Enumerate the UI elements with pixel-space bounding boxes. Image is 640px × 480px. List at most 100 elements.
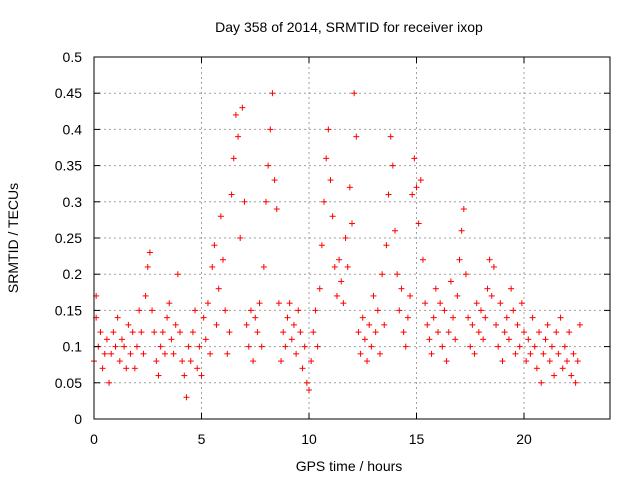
data-point [260, 263, 267, 270]
data-point [237, 235, 244, 241]
data-point [372, 329, 379, 336]
data-point [161, 350, 168, 357]
data-point [510, 307, 517, 314]
data-point [561, 343, 568, 350]
data-point [273, 206, 280, 213]
data-point [267, 126, 274, 133]
data-point [336, 256, 343, 263]
y-tick-label: 0.1 [63, 339, 83, 355]
data-point [179, 358, 186, 365]
data-point [409, 191, 416, 198]
data-point [250, 358, 257, 365]
data-point [381, 321, 388, 328]
data-points [91, 90, 583, 401]
data-point [486, 256, 493, 263]
data-point [288, 336, 295, 343]
data-point [108, 350, 115, 357]
data-point [207, 350, 214, 357]
data-point [503, 314, 510, 321]
data-point [144, 263, 151, 270]
data-point [564, 358, 570, 365]
data-point [204, 300, 211, 307]
data-point [368, 343, 375, 350]
data-point [284, 314, 291, 321]
data-point [376, 350, 383, 357]
data-point [329, 213, 336, 220]
data-point [415, 220, 422, 227]
data-point [430, 314, 437, 321]
data-point [529, 314, 536, 321]
data-point [299, 365, 306, 372]
data-point [508, 285, 515, 292]
data-point [424, 321, 431, 328]
data-point [413, 184, 420, 191]
data-point [488, 292, 495, 299]
data-point [426, 336, 433, 343]
data-point [538, 379, 545, 386]
data-point [258, 343, 265, 350]
x-tick-label: 10 [301, 431, 317, 447]
data-point [177, 329, 183, 336]
data-point [116, 358, 123, 365]
data-point [168, 336, 175, 343]
data-point [493, 321, 500, 328]
data-point [146, 249, 153, 256]
data-point [211, 242, 218, 249]
data-point [385, 191, 392, 198]
data-point [392, 227, 398, 234]
data-point [557, 314, 564, 321]
data-point [568, 372, 575, 379]
y-tick-label: 0.35 [55, 158, 82, 174]
data-point [200, 314, 207, 321]
data-point [445, 329, 452, 336]
data-point [228, 191, 235, 198]
data-point [394, 271, 401, 278]
data-point [566, 329, 573, 336]
data-point [512, 350, 519, 357]
data-point [295, 307, 302, 314]
data-point [101, 350, 108, 357]
data-point [192, 307, 199, 314]
y-tick-label: 0 [74, 411, 82, 427]
data-point [159, 329, 166, 336]
data-point [364, 358, 371, 365]
grid-lines [94, 57, 610, 419]
data-point [103, 336, 110, 343]
data-point [282, 343, 289, 350]
data-point [232, 111, 239, 118]
y-tick-labels: 0 0.05 0.1 0.15 0.2 0.25 0.3 0.35 0.4 0.45 0.5 [55, 49, 82, 427]
data-point [475, 329, 482, 336]
data-point [516, 343, 523, 350]
data-point [419, 256, 426, 263]
data-point [525, 336, 532, 343]
data-point [202, 336, 209, 343]
data-point [349, 220, 355, 227]
data-point [546, 358, 553, 365]
data-point [118, 336, 125, 343]
data-point [187, 358, 194, 365]
data-point [432, 285, 439, 292]
data-point [303, 379, 310, 386]
data-point [484, 285, 491, 292]
data-point [452, 336, 459, 343]
data-point [542, 336, 549, 343]
data-point [127, 350, 134, 357]
data-point [222, 307, 229, 314]
data-point [450, 314, 457, 321]
data-point [518, 300, 525, 307]
data-point [224, 350, 231, 357]
data-point [572, 379, 579, 386]
data-point [312, 307, 319, 314]
data-point [357, 350, 364, 357]
x-tick-label: 5 [198, 431, 206, 447]
data-point [559, 365, 566, 372]
data-point [439, 343, 446, 350]
data-point [269, 90, 276, 97]
data-point [548, 343, 555, 350]
data-point [226, 329, 233, 336]
data-point [164, 314, 171, 321]
data-point [499, 358, 506, 365]
data-point [316, 285, 323, 292]
y-tick-label: 0.3 [63, 194, 83, 210]
data-point [286, 300, 293, 307]
